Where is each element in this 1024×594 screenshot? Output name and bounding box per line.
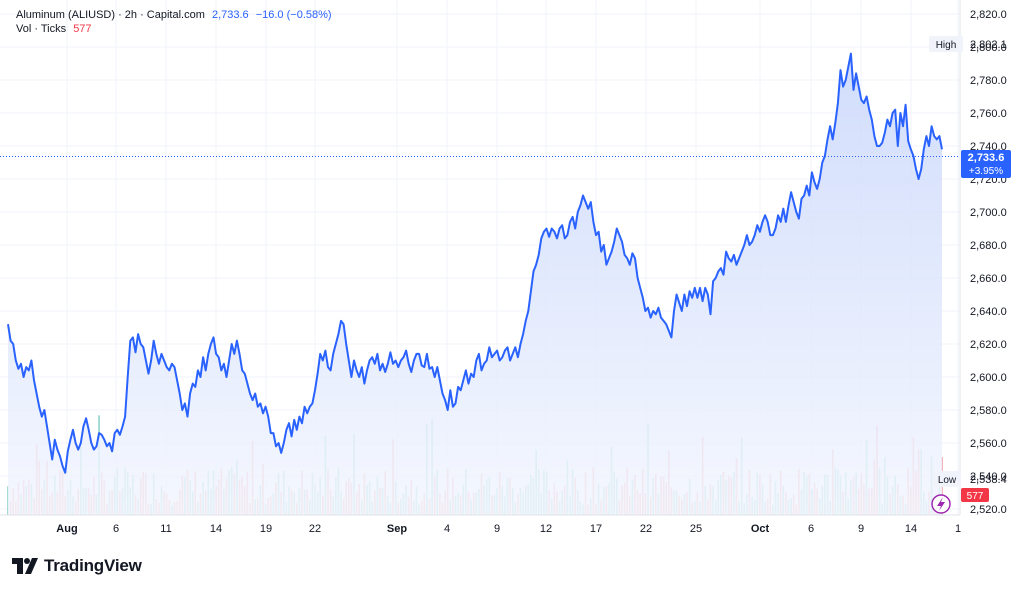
x-tick-label: Sep <box>387 523 407 535</box>
low-label: Low <box>938 475 957 486</box>
x-tick-label: 22 <box>309 523 321 535</box>
price-line-layer <box>0 52 960 474</box>
y-tick-label: 2,680.0 <box>970 240 1007 252</box>
y-tick-label: 2,540.0 <box>970 471 1007 483</box>
y-tick-label: 2,820.0 <box>970 9 1007 21</box>
y-tick-label: 2,620.0 <box>970 339 1007 351</box>
x-tick-label: 22 <box>640 523 652 535</box>
low-badge: Low 2,538.4 <box>933 471 1007 487</box>
chart-legend-volume: Vol · Ticks 577 <box>16 23 92 35</box>
x-tick-label: 14 <box>210 523 222 535</box>
low-value: 2,538.4 <box>970 474 1007 486</box>
x-tick-label: 12 <box>540 523 552 535</box>
lightning-icon[interactable] <box>931 494 951 514</box>
symbol-title: Aluminum (ALIUSD) · 2h · Capital.com <box>16 9 205 21</box>
volume-badge-value: 577 <box>967 491 984 502</box>
volume-value: 577 <box>73 23 92 35</box>
x-tick-label: 14 <box>905 523 917 535</box>
x-axis: Aug 6 11 14 19 22 Sep 4 9 12 17 22 25 Oct 6 9 14 1 <box>56 523 961 535</box>
x-tick-label: 6 <box>113 523 119 535</box>
y-axis: 2,520.0 2,540.0 2,560.0 2,580.0 2,600.0 2,620… <box>970 9 1007 516</box>
y-tick-label: 2,660.0 <box>970 273 1007 285</box>
volume-label: Vol · Ticks <box>16 23 67 35</box>
y-tick-label: 2,520.0 <box>970 504 1007 516</box>
price-change: −16.0 (−0.58%) <box>255 9 332 21</box>
y-tick-label: 2,800.0 <box>970 42 1007 54</box>
brand-name: TradingView <box>44 556 142 575</box>
x-tick-label: Aug <box>56 523 77 535</box>
x-tick-label: 19 <box>260 523 272 535</box>
price-area <box>8 53 942 515</box>
price-line <box>7 52 943 474</box>
price-badge: 2,733.6 +3.95% <box>961 150 1011 178</box>
tradingview-brand[interactable]: TradingView <box>12 556 142 576</box>
x-tick-label: 6 <box>808 523 814 535</box>
y-tick-label: 2,560.0 <box>970 438 1007 450</box>
price-area-fill <box>8 53 942 515</box>
volume-badge: 577 <box>961 488 989 502</box>
y-tick-label: 2,780.0 <box>970 75 1007 87</box>
x-tick-label: Oct <box>751 523 770 535</box>
x-tick-label: 17 <box>590 523 602 535</box>
x-tick-label: 25 <box>690 523 702 535</box>
high-badge: High 2,802.1 <box>929 36 1007 52</box>
y-tick-label: 2,640.0 <box>970 306 1007 318</box>
x-tick-label: 11 <box>160 523 171 535</box>
high-label: High <box>936 40 957 51</box>
x-tick-label: 9 <box>494 523 500 535</box>
price-badge-change: +3.95% <box>969 166 1003 177</box>
last-price: 2,733.6 <box>211 9 249 21</box>
chart-legend-title: Aluminum (ALIUSD) · 2h · Capital.com 2,7… <box>16 9 332 21</box>
y-tick-label: 2,760.0 <box>970 108 1007 120</box>
y-tick-label: 2,580.0 <box>970 405 1007 417</box>
x-tick-label: 4 <box>444 523 450 535</box>
x-tick-label: 9 <box>858 523 864 535</box>
x-tick-label: 1 <box>955 523 961 535</box>
y-tick-label: 2,700.0 <box>970 207 1007 219</box>
y-tick-label: 2,600.0 <box>970 372 1007 384</box>
price-badge-value: 2,733.6 <box>968 152 1005 164</box>
tradingview-logo-icon <box>12 558 38 574</box>
high-value: 2,802.1 <box>970 39 1007 51</box>
